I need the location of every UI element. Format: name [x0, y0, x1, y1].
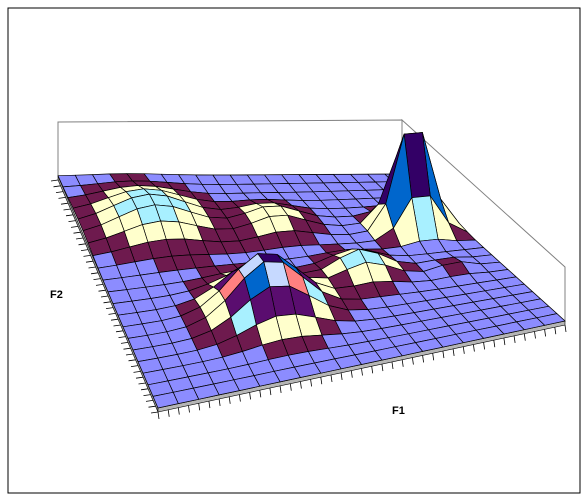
f2-tick: [100, 295, 109, 298]
f2-tick: [65, 214, 74, 217]
f2-tick: [93, 278, 101, 280]
surface-cell: [152, 391, 179, 409]
f2-tick: [125, 353, 134, 356]
f1-tick: [269, 388, 272, 396]
f2-tick: [78, 243, 86, 246]
f2-tick: [80, 249, 89, 251]
f2-tick: [133, 371, 141, 373]
f2-tick: [95, 284, 104, 286]
f2-tick: [113, 324, 121, 327]
f1-tick: [401, 359, 404, 367]
f1-tick: [289, 383, 292, 391]
f2-tick: [120, 342, 129, 344]
f1-tick: [483, 342, 485, 350]
f1-tick: [513, 335, 516, 343]
f1-tick: [279, 385, 282, 393]
f2-tick: [150, 411, 159, 414]
f2-tick: [128, 359, 136, 362]
f2-tick: [110, 318, 119, 321]
f2-tick: [103, 301, 111, 304]
f1-tick: [208, 401, 211, 409]
f1-tick: [371, 366, 374, 374]
back-wall: [57, 119, 403, 177]
f1-tick: [239, 394, 241, 402]
f1-tick: [462, 346, 465, 354]
axis-ticks: [50, 179, 567, 420]
f2-tick: [73, 231, 81, 234]
f2-tick: [53, 185, 61, 188]
f2-tick: [85, 260, 94, 263]
f2-tick: [75, 237, 84, 240]
f1-tick: [554, 327, 557, 335]
f2-tick: [105, 307, 114, 309]
f1-tick: [442, 351, 445, 359]
f1-tick: [544, 329, 546, 337]
f1-tick: [259, 390, 262, 398]
f2-tick: [143, 394, 151, 396]
f1-tick: [422, 355, 424, 363]
f1-tick: [218, 398, 221, 406]
f1-tick: [350, 370, 353, 378]
f2-tick: [148, 405, 156, 408]
f1-tick: [452, 348, 455, 356]
f2-tick: [118, 336, 126, 338]
f1-tick: [157, 411, 160, 420]
f2-tick: [90, 272, 99, 275]
back-walls: [57, 118, 566, 323]
f2-tick: [138, 382, 146, 385]
f1-tick: [432, 353, 435, 361]
f2-tick: [130, 365, 139, 367]
f2-tick: [135, 376, 144, 379]
f2-tick: [140, 388, 149, 391]
f2-tick: [58, 197, 66, 199]
f2-tick: [115, 330, 124, 333]
f1-tick: [320, 377, 323, 385]
f1-tick: [391, 361, 394, 370]
f2-tick: [108, 313, 116, 315]
f1-tick: [249, 392, 251, 400]
f2-tick: [83, 255, 91, 257]
f1-tick: [534, 331, 536, 339]
f1-tick: [330, 374, 333, 383]
f1-tick: [564, 324, 567, 333]
f1-tick: [198, 403, 201, 411]
f2-tick: [88, 266, 96, 269]
f1-tick: [300, 381, 302, 389]
f2-tick: [63, 208, 71, 211]
f2-tick: [60, 202, 69, 205]
f1-tick: [167, 409, 170, 417]
f1-tick: [523, 333, 526, 341]
f1-tick: [412, 357, 414, 365]
f1-tick: [503, 338, 506, 346]
f1-tick: [340, 372, 343, 380]
f1-tick: [361, 368, 363, 376]
f1-tick: [228, 396, 231, 404]
surface-mesh: [57, 132, 566, 409]
f2-tick: [123, 347, 131, 350]
f1-tick: [310, 379, 312, 387]
x-axis-label: F1: [392, 405, 405, 417]
f2-tick: [68, 220, 76, 222]
f1-tick: [473, 344, 475, 352]
f1-tick: [188, 405, 190, 413]
f2-tick: [98, 289, 106, 292]
f1-tick: [177, 407, 180, 415]
y-axis-label: F2: [50, 289, 63, 301]
f2-tick: [145, 400, 154, 402]
f1-tick: [493, 340, 496, 348]
f2-tick: [55, 191, 64, 193]
f2-tick: [50, 179, 59, 182]
f1-tick: [381, 364, 384, 372]
f2-tick: [70, 226, 79, 228]
